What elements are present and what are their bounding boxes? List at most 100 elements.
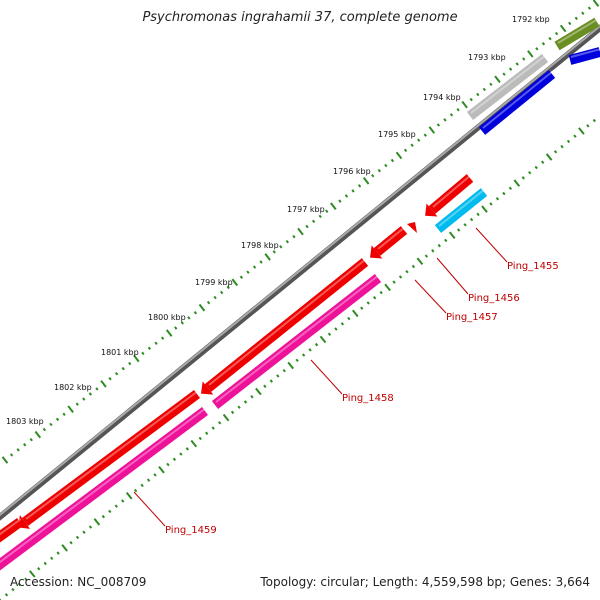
inner-tick-major xyxy=(190,439,198,448)
outer-tick-major xyxy=(1,456,9,464)
gene-red-left xyxy=(0,517,23,543)
inner-tick-minor xyxy=(179,452,183,456)
kbp-label: 1795 kbp xyxy=(378,130,416,139)
inner-tick-minor xyxy=(166,462,170,467)
outer-tick-minor xyxy=(108,377,112,381)
kbp-label: 1800 kbp xyxy=(148,313,186,322)
gene-callout-line xyxy=(414,279,447,314)
gene-gray xyxy=(466,54,549,120)
inner-tick-minor xyxy=(276,374,280,378)
gene-cyan xyxy=(434,188,488,233)
outer-tick-minor xyxy=(141,351,145,356)
inner-tick-minor xyxy=(437,243,441,248)
inner-tick-minor xyxy=(540,160,545,164)
inner-tick-minor xyxy=(263,384,267,389)
inner-tick-minor xyxy=(56,551,60,555)
outer-tick-major xyxy=(67,405,74,414)
outer-tick-major xyxy=(428,126,436,134)
inner-tick-minor xyxy=(88,525,93,529)
inner-tick-major xyxy=(61,544,68,552)
outer-tick-major xyxy=(198,303,206,312)
outer-tick-minor xyxy=(42,427,47,432)
outer-tick-minor xyxy=(279,245,283,249)
inner-tick-major xyxy=(545,153,553,161)
inner-tick-minor xyxy=(463,223,467,227)
inner-tick-minor xyxy=(230,410,235,415)
inner-tick-minor xyxy=(69,540,73,545)
outer-tick-major xyxy=(461,100,468,109)
outer-tick-minor xyxy=(180,321,184,325)
inner-tick-minor xyxy=(82,530,86,534)
inner-tick-minor xyxy=(405,269,409,274)
inner-tick-major xyxy=(513,179,521,187)
outer-tick-minor xyxy=(213,295,217,300)
inner-tick-minor xyxy=(573,134,577,138)
outer-tick-minor xyxy=(114,371,119,376)
outer-tick-major xyxy=(330,202,337,210)
outer-tick-track xyxy=(1,0,600,464)
gene-red-1458 xyxy=(200,258,369,395)
inner-tick-minor xyxy=(250,395,254,399)
inner-tick-major xyxy=(158,465,165,474)
inner-tick-minor xyxy=(398,275,403,279)
inner-tick-minor xyxy=(495,197,500,201)
kbp-label: 1794 kbp xyxy=(423,93,461,102)
gene-olive xyxy=(554,17,600,51)
inner-tick-minor xyxy=(379,290,383,295)
gene-callout-line xyxy=(436,257,469,295)
inner-tick-major xyxy=(448,231,456,239)
inner-tick-major xyxy=(352,309,359,318)
outer-tick-minor xyxy=(16,448,20,452)
inner-tick-major xyxy=(255,387,262,396)
inner-tick-minor xyxy=(553,150,558,154)
inner-tick-minor xyxy=(566,139,571,144)
inner-tick-minor xyxy=(75,535,80,540)
inner-tick-major xyxy=(578,127,585,135)
outer-tick-major xyxy=(395,151,403,160)
outer-tick-minor xyxy=(502,72,506,76)
outer-tick-minor xyxy=(95,387,99,391)
kbp-label: 1801 kbp xyxy=(101,348,139,357)
outer-tick-major xyxy=(231,278,239,287)
outer-tick-minor xyxy=(285,239,290,244)
gene-callout-line xyxy=(133,491,166,527)
outer-tick-minor xyxy=(535,47,539,51)
inner-tick-minor xyxy=(37,567,41,571)
inner-tick-minor xyxy=(211,426,215,430)
kbp-label: 1796 kbp xyxy=(333,167,371,176)
inner-tick-major xyxy=(416,257,424,266)
outer-tick-minor xyxy=(587,6,592,10)
outer-tick-minor xyxy=(417,138,421,142)
outer-tick-minor xyxy=(508,67,513,71)
gene-label: Ping_1458 xyxy=(342,393,394,404)
outer-tick-minor xyxy=(338,199,342,203)
inner-tick-minor xyxy=(431,249,435,253)
inner-tick-minor xyxy=(134,488,138,493)
outer-tick-minor xyxy=(29,437,33,442)
outer-tick-minor xyxy=(121,366,125,371)
inner-tick-minor xyxy=(114,504,118,508)
kbp-label: 1798 kbp xyxy=(241,241,279,250)
outer-tick-minor xyxy=(351,189,355,193)
outer-tick-minor xyxy=(371,173,375,178)
gene-red-1459 xyxy=(17,389,200,529)
outer-tick-minor xyxy=(554,31,559,36)
outer-tick-major xyxy=(264,253,271,261)
inner-tick-major xyxy=(287,361,294,370)
feature-track xyxy=(0,17,600,571)
kbp-label: 1802 kbp xyxy=(54,383,92,392)
inner-tick-major xyxy=(481,205,488,213)
outer-tick-minor xyxy=(220,290,224,295)
outer-tick-minor xyxy=(522,57,526,61)
gene-callout-line xyxy=(475,227,508,263)
outer-tick-major xyxy=(34,430,42,439)
inner-tick-minor xyxy=(444,238,448,243)
inner-tick-minor xyxy=(424,254,429,258)
inner-tick-major xyxy=(29,570,36,578)
inner-tick-major xyxy=(125,492,133,500)
outer-tick-minor xyxy=(55,417,60,422)
kbp-label: 1797 kbp xyxy=(287,205,325,214)
gene-red-1455 xyxy=(425,174,474,217)
gene-blue-edge xyxy=(568,47,600,65)
